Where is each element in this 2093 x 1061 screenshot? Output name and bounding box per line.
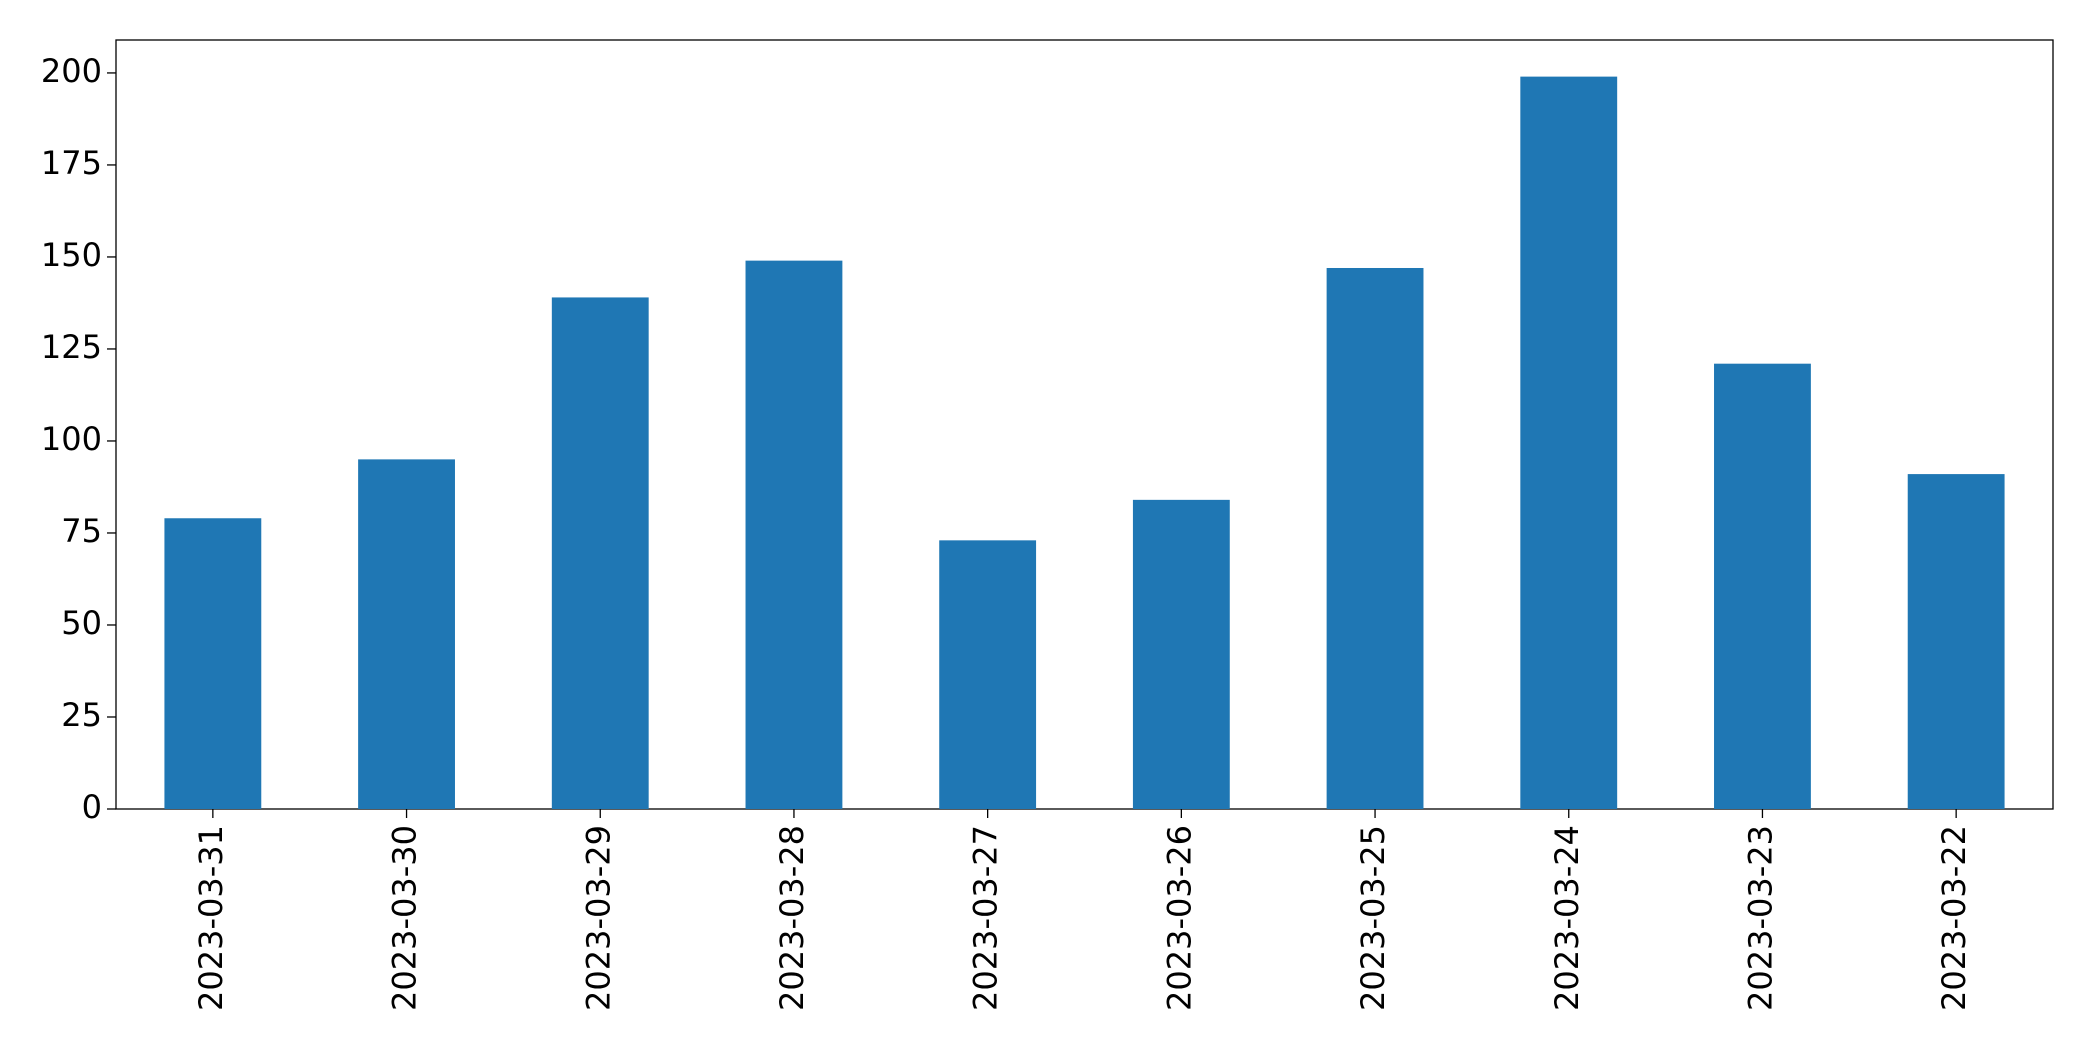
bar (1326, 267, 1424, 809)
y-tick-label: 0 (82, 788, 102, 826)
bar (1132, 499, 1230, 809)
bar (1520, 76, 1618, 810)
bar (745, 260, 843, 809)
y-tick-label: 200 (41, 52, 102, 90)
x-tick-label: 2023-03-28 (773, 825, 811, 1011)
bar (1714, 363, 1811, 809)
x-tick-label: 2023-03-31 (192, 825, 230, 1011)
bar (1907, 474, 2005, 809)
y-tick-label: 125 (41, 328, 102, 366)
y-tick-label: 175 (41, 144, 102, 182)
x-tick-label: 2023-03-27 (967, 825, 1005, 1011)
x-tick-label: 2023-03-22 (1935, 825, 1973, 1011)
bar (939, 540, 1037, 809)
y-tick-label: 100 (41, 420, 102, 458)
y-tick-label: 25 (61, 696, 102, 734)
plot-frame (115, 39, 2054, 810)
x-tick-label: 2023-03-26 (1160, 825, 1198, 1011)
bar (551, 297, 649, 809)
x-tick-label: 2023-03-30 (386, 825, 424, 1011)
x-tick-label: 2023-03-24 (1548, 825, 1586, 1011)
x-tick-label: 2023-03-25 (1354, 825, 1392, 1011)
y-tick-label: 50 (61, 604, 102, 642)
y-tick-label: 75 (61, 512, 102, 550)
x-tick-label: 2023-03-29 (579, 825, 617, 1011)
bar (164, 518, 262, 809)
x-tick-label: 2023-03-23 (1741, 825, 1779, 1011)
y-tick-label: 150 (41, 236, 102, 274)
bar (358, 459, 455, 809)
